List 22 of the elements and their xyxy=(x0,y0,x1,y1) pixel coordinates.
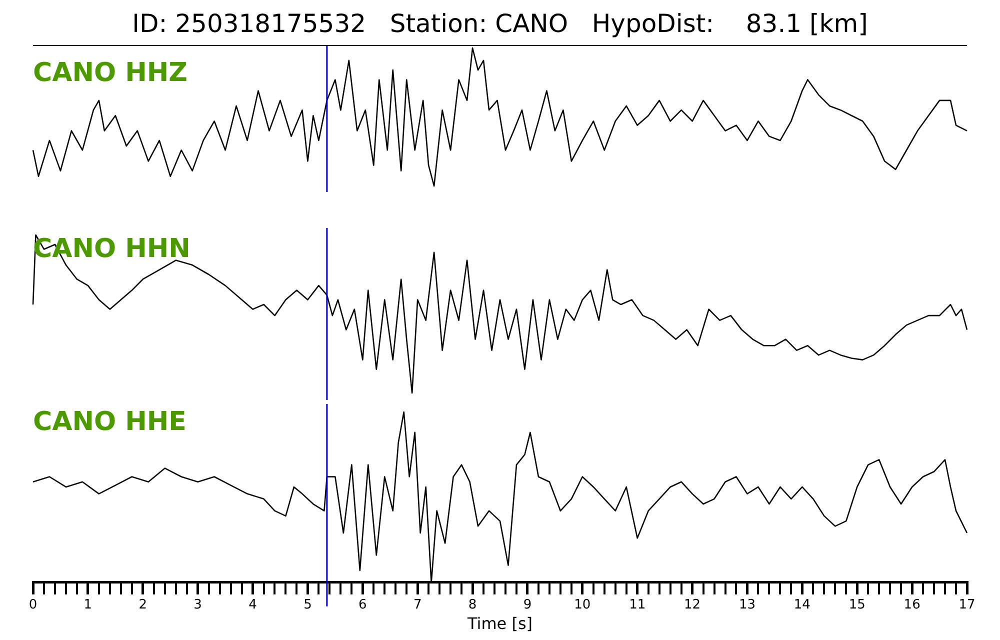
x-tick-label: 10 xyxy=(574,598,591,613)
x-tick-label: 15 xyxy=(848,598,866,613)
x-tick-label: 3 xyxy=(194,598,202,613)
x-tick-label: 14 xyxy=(794,598,810,613)
x-tick-label: 5 xyxy=(304,598,312,613)
x-tick-label: 1 xyxy=(84,598,92,613)
x-tick-label: 7 xyxy=(413,598,422,613)
x-tick-label: 17 xyxy=(958,598,976,613)
chart-title: ID: 250318175532 Station: CANO HypoDist: 83.1 [km] xyxy=(33,6,967,46)
x-tick-label: 4 xyxy=(248,598,257,613)
x-tick-label: 6 xyxy=(358,598,367,613)
x-tick-label: 12 xyxy=(684,598,701,613)
annotation: CANO HHE xyxy=(33,407,186,437)
x-tick-label: 0 xyxy=(28,598,38,613)
x-tick-label: 2 xyxy=(138,598,148,613)
x-tick-label: 13 xyxy=(738,598,756,613)
annotation: CANO HHZ xyxy=(33,58,188,88)
x-tick-label: 8 xyxy=(468,598,477,613)
x-tick-label: 11 xyxy=(629,598,646,613)
x-tick-label: 9 xyxy=(523,598,532,613)
x-axis-title: Time [s] xyxy=(466,614,534,633)
x-tick-label: 16 xyxy=(904,598,920,613)
